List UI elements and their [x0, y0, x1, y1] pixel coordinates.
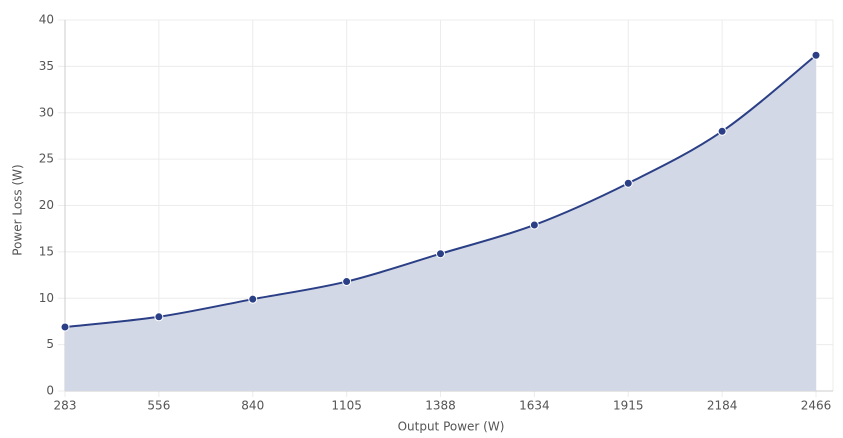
- x-tick-label: 556: [147, 399, 170, 413]
- x-tick-label: 2466: [801, 399, 832, 413]
- x-axis-label: Output Power (W): [398, 420, 505, 434]
- x-tick-label: 2184: [707, 399, 738, 413]
- y-tick-label: 20: [39, 198, 54, 212]
- x-tick-label: 1915: [613, 399, 644, 413]
- point: [623, 178, 633, 188]
- point: [248, 294, 258, 304]
- point: [154, 312, 164, 322]
- x-tick-label: 1105: [331, 399, 362, 413]
- x-tick-label: 1388: [425, 399, 456, 413]
- point: [436, 249, 445, 259]
- y-tick-label: 30: [39, 105, 54, 119]
- y-tick-label: 35: [39, 59, 54, 73]
- point: [342, 277, 352, 287]
- x-tick-label: 283: [54, 399, 77, 413]
- y-tick-label: 25: [39, 152, 54, 166]
- y-tick-label: 0: [46, 384, 54, 398]
- y-tick-label: 40: [39, 13, 54, 27]
- y-tick-label: 10: [39, 291, 54, 305]
- y-tick-label: 15: [39, 244, 54, 258]
- x-tick-label: 1634: [519, 399, 550, 413]
- point: [529, 220, 539, 230]
- point: [60, 322, 70, 332]
- area-fill: [65, 55, 816, 392]
- line: [64, 54, 817, 328]
- y-tick-label: 5: [46, 337, 54, 351]
- point: [717, 126, 727, 136]
- point: [811, 50, 821, 60]
- y-axis-label: Power Loss (W): [11, 164, 25, 255]
- x-tick-label: 840: [241, 399, 264, 413]
